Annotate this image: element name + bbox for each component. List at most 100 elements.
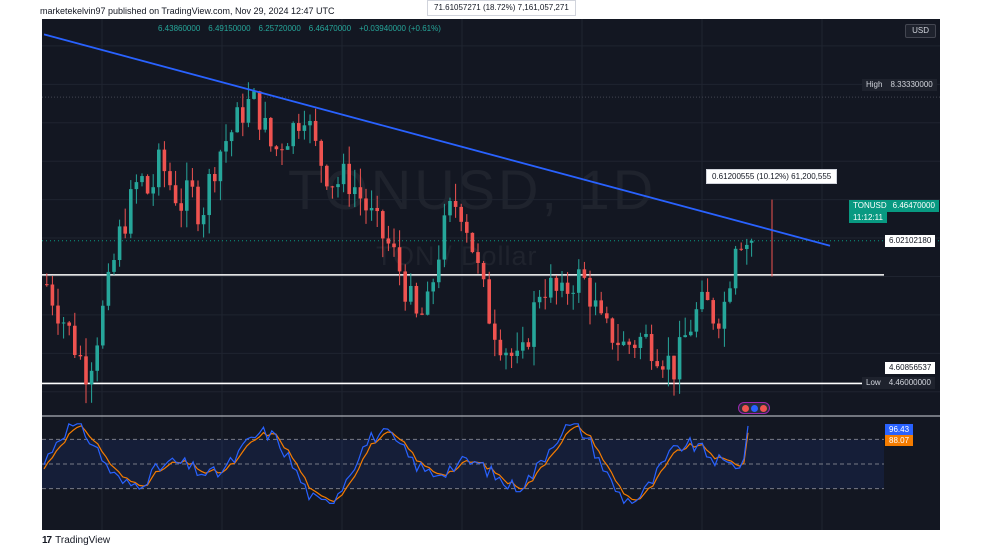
candle-body <box>285 146 290 150</box>
candle-body <box>425 291 430 315</box>
candle-body <box>397 247 402 272</box>
stochastic-rsi-pane <box>42 423 884 505</box>
candle-body <box>291 123 295 147</box>
high-value: 8.33330000 <box>890 80 933 89</box>
candle-body <box>453 200 458 207</box>
candle-body <box>129 189 133 234</box>
candle-body <box>78 354 83 357</box>
candle-body <box>621 341 626 346</box>
osc-d-tag: 88.07 <box>885 435 914 446</box>
currency-button[interactable]: USD <box>905 24 936 38</box>
candle-body <box>117 226 122 261</box>
last-price: 6.46470000 <box>892 201 935 210</box>
candle-body <box>308 120 312 126</box>
candle-body <box>537 296 542 303</box>
chart-area[interactable]: TONUSD, 1D TON / Dollar 6.43860000 6.491… <box>42 19 940 530</box>
candle-body <box>705 291 710 301</box>
name-watermark: TON / Dollar <box>376 241 538 271</box>
candle-body <box>649 334 654 362</box>
candle-body <box>263 117 267 130</box>
candle-body <box>644 334 648 337</box>
candle-body <box>313 120 318 141</box>
high-price-tag: High 8.33330000 <box>862 79 937 91</box>
candle-body <box>358 187 363 199</box>
candle-body <box>274 146 279 150</box>
last-price-tag: TONUSD 6.46470000 <box>849 200 939 212</box>
candle-body <box>493 323 497 340</box>
candle-body <box>162 149 167 172</box>
bar-countdown: 11:12:11 <box>849 212 887 223</box>
candle-body <box>369 207 374 211</box>
candle-body <box>319 140 323 166</box>
price-chart[interactable] <box>42 19 940 530</box>
candle-body <box>694 309 699 332</box>
candle-body <box>280 149 284 151</box>
candle-body <box>577 269 581 293</box>
candlesticks <box>45 82 773 404</box>
candle-body <box>593 300 598 307</box>
candle-body <box>364 198 368 211</box>
candle-body <box>61 322 66 324</box>
candle-body <box>722 301 727 329</box>
candle-body <box>711 300 715 324</box>
osc-k-tag: 96.43 <box>885 424 914 435</box>
candle-body <box>633 344 637 348</box>
candle-body <box>560 282 564 291</box>
candle-body <box>728 288 732 302</box>
low-label: Low <box>866 378 881 387</box>
candle-body <box>565 282 570 294</box>
events-flag-icon[interactable] <box>738 402 770 414</box>
candle-body <box>229 132 234 142</box>
candle-body <box>403 271 407 302</box>
last-candle-body <box>749 240 754 243</box>
candle-body <box>302 125 307 131</box>
ohlc-high: 6.49150000 <box>208 24 251 33</box>
candle-body <box>336 184 340 188</box>
candle-body <box>56 305 60 324</box>
level-lines <box>42 96 940 385</box>
ohlc-values: 6.43860000 6.49150000 6.25720000 6.46470… <box>158 24 441 33</box>
candle-body <box>666 355 671 370</box>
candle-body <box>470 232 475 253</box>
candle-body <box>196 186 200 225</box>
candle-body <box>112 260 116 272</box>
tradingview-brand[interactable]: 17 TradingView <box>42 535 110 546</box>
candle-body <box>526 342 531 347</box>
candle-body <box>683 335 687 338</box>
candle-body <box>571 292 575 294</box>
published-line: marketekelvin97 published on TradingView… <box>40 6 335 16</box>
candle-body <box>599 300 603 314</box>
candle-body <box>481 262 486 280</box>
candle-body <box>241 107 245 123</box>
candle-body <box>521 342 525 351</box>
candle-body <box>73 325 77 355</box>
candle-body <box>325 165 329 187</box>
candle-body <box>252 91 256 99</box>
candle-body <box>89 370 94 385</box>
candle-body <box>179 203 183 211</box>
support-level-tag: 6.02102180 <box>885 235 936 247</box>
candle-body <box>509 352 514 356</box>
candle-body <box>515 350 519 356</box>
candle-body <box>610 318 615 343</box>
tradingview-logo-icon: 17 <box>42 535 52 546</box>
candle-body <box>341 163 346 185</box>
candle-body <box>549 277 553 298</box>
descending-trendline[interactable] <box>43 33 831 247</box>
candle-body <box>627 341 631 345</box>
candle-body <box>677 337 682 380</box>
ohlc-low: 6.25720000 <box>258 24 301 33</box>
candle-body <box>459 206 463 222</box>
candle-body <box>448 200 452 216</box>
candle-body <box>700 291 704 310</box>
candle-body <box>543 296 547 298</box>
candle-body <box>168 171 172 186</box>
candle-body <box>717 323 721 329</box>
candle-body <box>386 238 391 244</box>
high-label: High <box>866 80 883 89</box>
candle-body <box>235 107 239 133</box>
measure-tooltip: 0.61200555 (10.12%) 61,200,555 <box>706 169 838 184</box>
candle-body <box>297 123 301 131</box>
ohlc-change: +0.03940000 (+0.61%) <box>359 24 441 33</box>
osc-d-line <box>43 425 749 503</box>
